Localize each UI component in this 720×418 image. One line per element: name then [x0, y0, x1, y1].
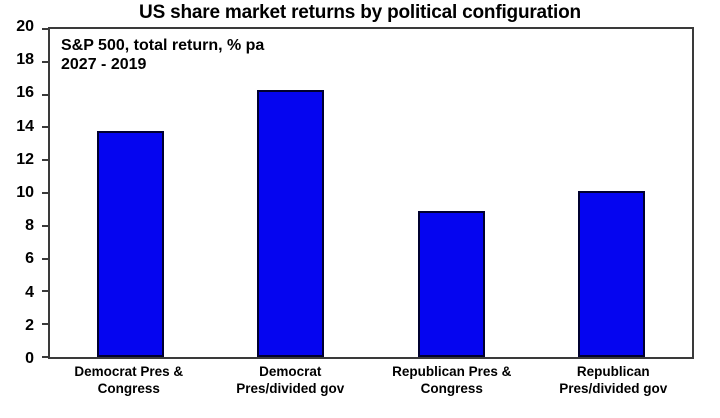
bar-1 [257, 89, 325, 357]
y-tick-label-14: 14 [16, 117, 34, 135]
y-tick-mark-16 [42, 93, 50, 96]
annotation: S&P 500, total return, % pa 2027 - 2019 [61, 36, 264, 74]
y-tick-label-0: 0 [25, 350, 34, 367]
chart-title: US share market returns by political con… [139, 2, 581, 23]
x-axis-label-0: Democrat Pres & Congress [74, 364, 184, 396]
y-tick-mark-8 [42, 224, 50, 227]
y-tick-label-4: 4 [25, 283, 34, 301]
x-axis-label-1: Democrat Pres/divided gov [236, 364, 345, 396]
y-tick-label-16: 16 [16, 84, 34, 102]
bar-slot-0 [50, 29, 211, 357]
y-tick-label-8: 8 [25, 217, 34, 235]
y-tick-mark-18 [42, 60, 50, 63]
bars-row [50, 29, 692, 357]
y-tick-label-6: 6 [25, 250, 34, 268]
y-tick-mark-20 [42, 28, 50, 30]
y-tick-mark-0 [42, 356, 50, 358]
bar-0 [96, 130, 164, 357]
y-tick-label-18: 18 [16, 51, 34, 69]
y-tick-label-12: 12 [16, 150, 34, 168]
y-tick-label-2: 2 [25, 316, 34, 334]
bar-slot-3 [532, 29, 693, 357]
y-tick-mark-2 [42, 323, 50, 326]
bar-2 [417, 211, 485, 357]
x-axis-label-2: Republican Pres & Congress [392, 364, 512, 396]
annotation-line2: 2027 - 2019 [61, 56, 147, 73]
y-axis: 0 2 4 6 8 10 12 14 16 18 20 [0, 18, 46, 367]
y-tick-mark-10 [42, 192, 50, 194]
x-axis-labels: Democrat Pres & Congress Democrat Pres/di… [48, 363, 694, 397]
x-axis-label-3: Republican Pres/divided gov [559, 364, 668, 396]
bar-slot-1 [211, 29, 372, 357]
annotation-line1: S&P 500, total return, % pa [61, 37, 265, 54]
y-tick-mark-6 [42, 257, 50, 260]
y-tick-label-10: 10 [16, 184, 34, 201]
y-tick-mark-4 [42, 290, 50, 293]
bar-slot-2 [371, 29, 532, 357]
y-tick-mark-14 [42, 126, 50, 129]
y-tick-label-20: 20 [16, 18, 34, 35]
plot-area: S&P 500, total return, % pa 2027 - 2019 [42, 27, 694, 359]
bar-3 [578, 191, 646, 357]
y-tick-mark-12 [42, 159, 50, 162]
